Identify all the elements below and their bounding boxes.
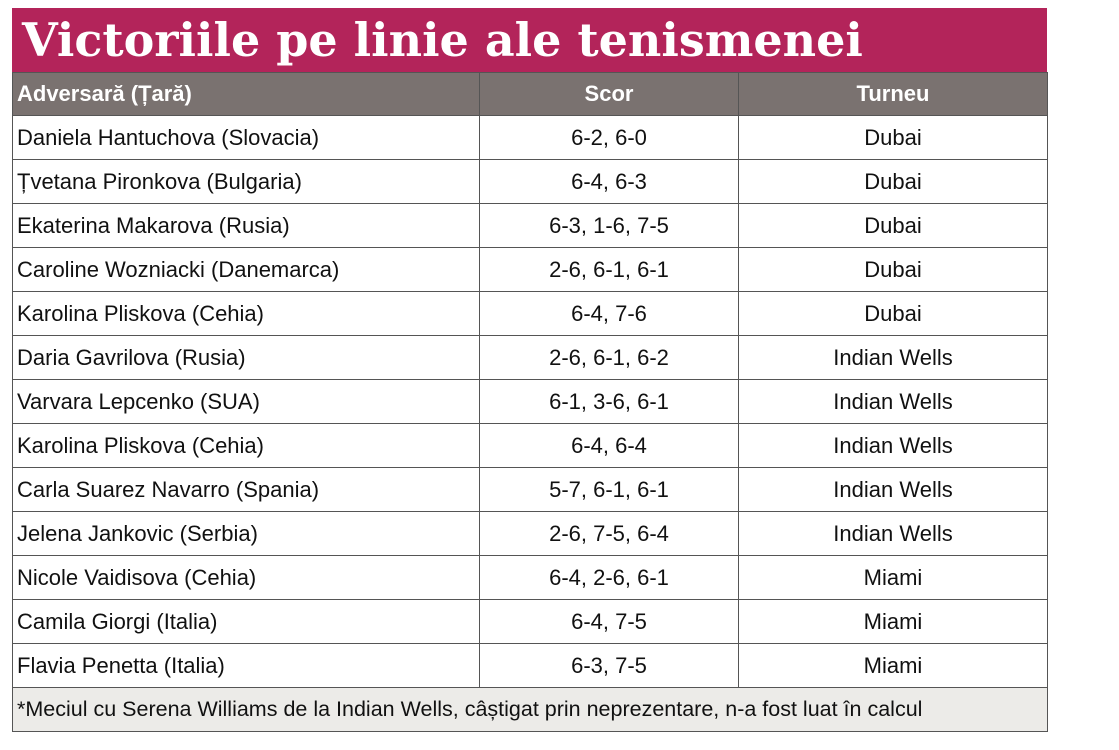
table-cell: 2-6, 6-1, 6-2 [479, 335, 739, 380]
column-header: Turneu [738, 72, 1048, 116]
table-row: Daria Gavrilova (Rusia) 2-6, 6-1, 6-2 Indi… [12, 335, 1048, 380]
footnote: *Meciul cu Serena Williams de la Indian … [12, 687, 1048, 732]
table-body: Daniela Hantuchova (Slovacia) 6-2, 6-0 Dub… [12, 115, 1048, 732]
title-banner: Victoriile pe linie ale tenismenei [12, 8, 1047, 72]
table-cell: Țvetana Pironkova (Bulgaria) [12, 159, 480, 204]
table-row: Flavia Penetta (Italia) 6-3, 7-5 Miami [12, 643, 1048, 688]
table-cell: Miami [738, 555, 1048, 600]
table-row: Jelena Jankovic (Serbia) 2-6, 7-5, 6-4 Ind… [12, 511, 1048, 556]
table-cell: Karolina Pliskova (Cehia) [12, 423, 480, 468]
table-row: Camila Giorgi (Italia) 6-4, 7-5 Miami [12, 599, 1048, 644]
header-row: Adversară (Țară) Scor Turneu [12, 72, 1048, 116]
table-cell: Dubai [738, 203, 1048, 248]
table-cell: Daria Gavrilova (Rusia) [12, 335, 480, 380]
table-row: Nicole Vaidisova (Cehia) 6-4, 2-6, 6-1 Mia… [12, 555, 1048, 600]
table-cell: Nicole Vaidisova (Cehia) [12, 555, 480, 600]
table-cell: Carla Suarez Navarro (Spania) [12, 467, 480, 512]
table-cell: Caroline Wozniacki (Danemarca) [12, 247, 480, 292]
table-cell: 6-4, 2-6, 6-1 [479, 555, 739, 600]
table-cell: Varvara Lepcenko (SUA) [12, 379, 480, 424]
table-row: Daniela Hantuchova (Slovacia) 6-2, 6-0 Dub… [12, 115, 1048, 160]
table-cell: 6-2, 6-0 [479, 115, 739, 160]
table-cell: Dubai [738, 159, 1048, 204]
results-table: Adversară (Țară) Scor Turneu Daniela Hantu… [12, 72, 1048, 732]
table-row: Carla Suarez Navarro (Spania) 5-7, 6-1, 6… [12, 467, 1048, 512]
table-row: Ekaterina Makarova (Rusia) 6-3, 1-6, 7-5 D… [12, 203, 1048, 248]
table-cell: 2-6, 6-1, 6-1 [479, 247, 739, 292]
table-cell: 5-7, 6-1, 6-1 [479, 467, 739, 512]
table-cell: Dubai [738, 247, 1048, 292]
table-cell: Miami [738, 643, 1048, 688]
table-cell: Camila Giorgi (Italia) [12, 599, 480, 644]
table-cell: Miami [738, 599, 1048, 644]
table-cell: Ekaterina Makarova (Rusia) [12, 203, 480, 248]
table-row: Țvetana Pironkova (Bulgaria) 6-4, 6-3 Duba… [12, 159, 1048, 204]
table-cell: 2-6, 7-5, 6-4 [479, 511, 739, 556]
table-cell: Indian Wells [738, 423, 1048, 468]
table-cell: Indian Wells [738, 379, 1048, 424]
table-cell: 6-1, 3-6, 6-1 [479, 379, 739, 424]
table-cell: 6-3, 1-6, 7-5 [479, 203, 739, 248]
footnote-row: *Meciul cu Serena Williams de la Indian … [12, 687, 1048, 732]
table-row: Karolina Pliskova (Cehia) 6-4, 6-4 Indian … [12, 423, 1048, 468]
table-cell: Indian Wells [738, 467, 1048, 512]
table-cell: Indian Wells [738, 511, 1048, 556]
table-row: Varvara Lepcenko (SUA) 6-1, 3-6, 6-1 India… [12, 379, 1048, 424]
table-cell: Daniela Hantuchova (Slovacia) [12, 115, 480, 160]
table-cell: 6-3, 7-5 [479, 643, 739, 688]
table-cell: Indian Wells [738, 335, 1048, 380]
table-cell: 6-4, 6-3 [479, 159, 739, 204]
table-cell: 6-4, 7-5 [479, 599, 739, 644]
table-cell: 6-4, 7-6 [479, 291, 739, 336]
table-row: Caroline Wozniacki (Danemarca) 2-6, 6-1, … [12, 247, 1048, 292]
column-header: Adversară (Țară) [12, 72, 480, 116]
table-cell: Karolina Pliskova (Cehia) [12, 291, 480, 336]
table-cell: Dubai [738, 291, 1048, 336]
table-cell: Dubai [738, 115, 1048, 160]
table-cell: 6-4, 6-4 [479, 423, 739, 468]
table-cell: Flavia Penetta (Italia) [12, 643, 480, 688]
column-header: Scor [479, 72, 739, 116]
table-cell: Jelena Jankovic (Serbia) [12, 511, 480, 556]
table-row: Karolina Pliskova (Cehia) 6-4, 7-6 Dubai [12, 291, 1048, 336]
